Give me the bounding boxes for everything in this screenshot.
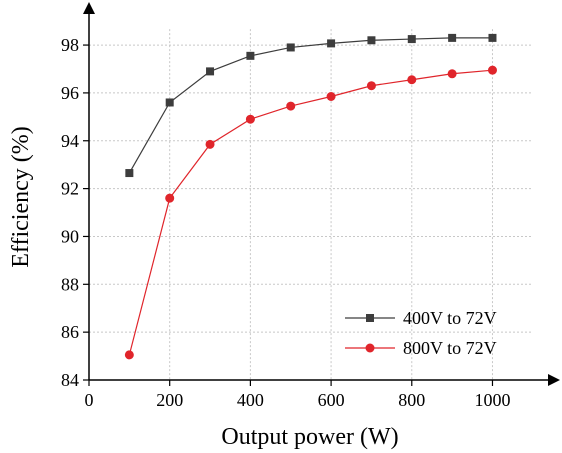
data-point xyxy=(487,65,497,75)
data-point xyxy=(205,139,215,149)
data-point xyxy=(448,33,457,42)
y-axis-title: Efficiency (%) xyxy=(8,126,34,267)
data-point xyxy=(407,75,417,85)
axes xyxy=(83,2,560,386)
y-tick-label: 94 xyxy=(61,131,79,151)
data-point xyxy=(165,193,175,203)
data-point xyxy=(488,33,497,42)
data-point xyxy=(407,35,416,44)
data-point xyxy=(366,81,376,91)
data-point xyxy=(124,350,134,360)
series-line xyxy=(128,37,493,174)
x-tick-label: 1000 xyxy=(474,390,510,410)
data-point xyxy=(245,114,255,124)
data-point xyxy=(326,92,336,101)
x-tick-label: 600 xyxy=(318,390,345,410)
x-tick-label: 400 xyxy=(237,390,264,410)
legend-marker xyxy=(366,314,374,322)
y-tick-label: 92 xyxy=(61,179,79,199)
x-tick-label: 800 xyxy=(398,390,425,410)
y-axis-arrow xyxy=(83,2,95,14)
data-point xyxy=(246,51,255,60)
legend-label: 400V to 72V xyxy=(403,308,497,328)
y-tick-label: 90 xyxy=(61,226,79,246)
data-point xyxy=(367,36,376,45)
ticks: 0 200 400 600 800 1000 84 86 88 90 92 94 96 98 xyxy=(61,35,510,410)
x-axis-arrow xyxy=(548,374,560,386)
series xyxy=(124,33,497,360)
data-point xyxy=(447,69,457,79)
data-point xyxy=(286,43,295,52)
x-tick-label: 200 xyxy=(156,390,183,410)
series-line xyxy=(128,69,493,356)
y-tick-label: 86 xyxy=(61,322,79,342)
data-point xyxy=(206,67,215,76)
legend-label: 800V to 72V xyxy=(403,338,497,358)
y-tick-label: 84 xyxy=(61,370,79,390)
data-point xyxy=(125,169,134,178)
data-point xyxy=(327,39,336,48)
data-point xyxy=(286,101,296,111)
y-tick-label: 98 xyxy=(61,35,79,55)
y-tick-label: 88 xyxy=(61,274,79,294)
x-tick-label: 0 xyxy=(85,390,94,410)
legend: 400V to 72V 800V to 72V xyxy=(345,308,497,358)
data-point xyxy=(165,98,174,107)
legend-marker xyxy=(365,343,375,353)
y-tick-label: 96 xyxy=(61,83,79,103)
grid xyxy=(89,29,533,380)
x-axis-title: Output power (W) xyxy=(221,424,398,450)
